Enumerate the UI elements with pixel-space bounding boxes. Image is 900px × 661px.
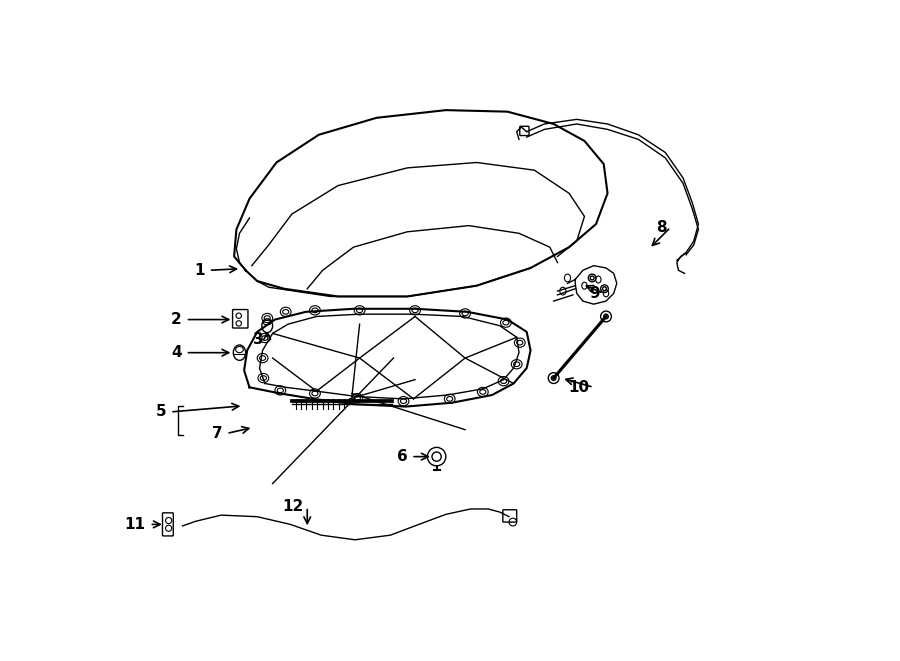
Text: 8: 8 — [656, 219, 667, 235]
Circle shape — [548, 373, 559, 383]
Text: 7: 7 — [212, 426, 222, 441]
Text: 6: 6 — [397, 449, 408, 464]
Text: 4: 4 — [171, 345, 182, 360]
Text: 9: 9 — [590, 286, 599, 301]
Text: 3: 3 — [253, 332, 264, 347]
Circle shape — [428, 447, 446, 466]
Text: 10: 10 — [569, 380, 590, 395]
Text: 12: 12 — [283, 499, 303, 514]
Text: 5: 5 — [156, 405, 166, 420]
Circle shape — [600, 311, 611, 322]
Text: 11: 11 — [124, 517, 146, 532]
Text: 2: 2 — [171, 312, 182, 327]
Text: 1: 1 — [194, 263, 205, 278]
